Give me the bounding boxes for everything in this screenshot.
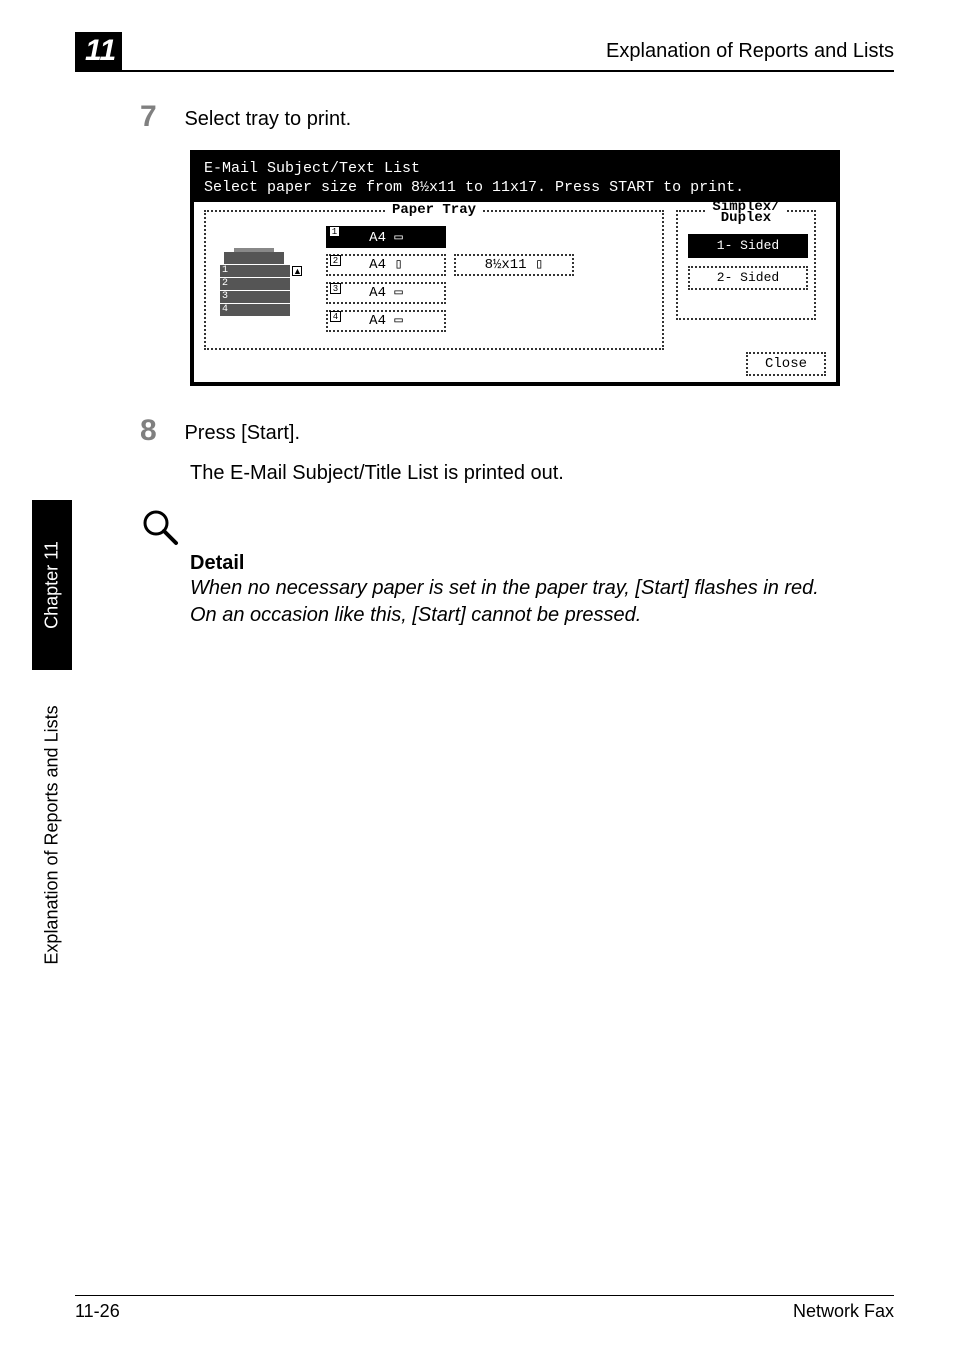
tray-1-num: 1 [329,226,340,237]
one-sided-label: 1- Sided [717,238,779,253]
two-sided-button[interactable]: 2- Sided [688,266,808,290]
duplex-label: Simplex/ Duplex [706,202,785,226]
chapter-number-box: 11 [75,32,122,70]
step-8: 8 Press [Start]. [140,414,880,448]
step-7-number: 7 [140,100,180,134]
printer-tray-3: 3 [222,291,228,302]
tray-1-label: A4 ▭ [369,230,403,246]
lcd-body: Paper Tray 1 2 3 4 ▲ 1 A4 ▭ [194,202,836,382]
step-7: 7 Select tray to print. [140,100,880,134]
tray-4-label: A4 ▭ [369,313,403,329]
close-button[interactable]: Close [746,352,826,376]
step-8-result: The E-Mail Subject/Title List is printed… [190,462,880,485]
step-7-text: Select tray to print. [184,108,351,131]
chapter-number: 11 [75,32,122,70]
step-8-text: Press [Start]. [184,422,300,445]
side-tab: Chapter 11 Explanation of Reports and Li… [32,500,72,930]
lcd-panel: E-Mail Subject/Text List Select paper si… [190,150,840,386]
lcd-titlebar: E-Mail Subject/Text List Select paper si… [194,154,836,202]
printer-up-arrow-icon: ▲ [292,266,302,276]
footer-page-number: 11-26 [75,1301,120,1322]
detail-line-1: When no necessary paper is set in the pa… [190,575,880,602]
detail-block: Detail When no necessary paper is set in… [140,507,880,629]
detail-heading: Detail [190,552,880,575]
printer-tray-2: 2 [222,278,228,289]
header-section-title: Explanation of Reports and Lists [606,40,894,63]
lcd-title-line2: Select paper size from 8½x11 to 11x17. P… [204,179,826,198]
printer-icon: 1 2 3 4 [220,252,290,317]
tray-3-button[interactable]: 3 A4 ▭ [326,282,446,304]
header-rule [75,70,894,72]
tray-2-button[interactable]: 2 A4 ▯ [326,254,446,276]
tray-2b-button[interactable]: 8½x11 ▯ [454,254,574,276]
printer-tray-1: 1 [222,265,228,276]
side-tab-chapter: Chapter 11 [32,500,72,670]
tray-1-button[interactable]: 1 A4 ▭ [326,226,446,248]
tray-4-button[interactable]: 4 A4 ▭ [326,310,446,332]
footer-doc-title: Network Fax [793,1301,894,1322]
tray-3-num: 3 [330,283,341,294]
tray-2-num: 2 [330,255,341,266]
side-tab-title: Explanation of Reports and Lists [32,685,72,985]
footer-rule [75,1295,894,1296]
tray-4-num: 4 [330,311,341,322]
tray-3-label: A4 ▭ [369,285,403,301]
paper-tray-frame: Paper Tray 1 2 3 4 ▲ 1 A4 ▭ [204,210,664,350]
close-label: Close [765,356,807,372]
detail-line-2: On an occasion like this, [Start] cannot… [190,602,880,629]
paper-tray-label: Paper Tray [386,202,482,218]
one-sided-button[interactable]: 1- Sided [688,234,808,258]
two-sided-label: 2- Sided [717,270,779,285]
tray-2-label: A4 ▯ [369,257,403,273]
lcd-title-line1: E-Mail Subject/Text List [204,160,826,179]
magnifier-icon [140,507,180,547]
duplex-frame: Simplex/ Duplex 1- Sided 2- Sided [676,210,816,320]
step-8-number: 8 [140,414,180,448]
printer-tray-4: 4 [222,304,228,315]
tray-2b-label: 8½x11 ▯ [485,257,544,273]
